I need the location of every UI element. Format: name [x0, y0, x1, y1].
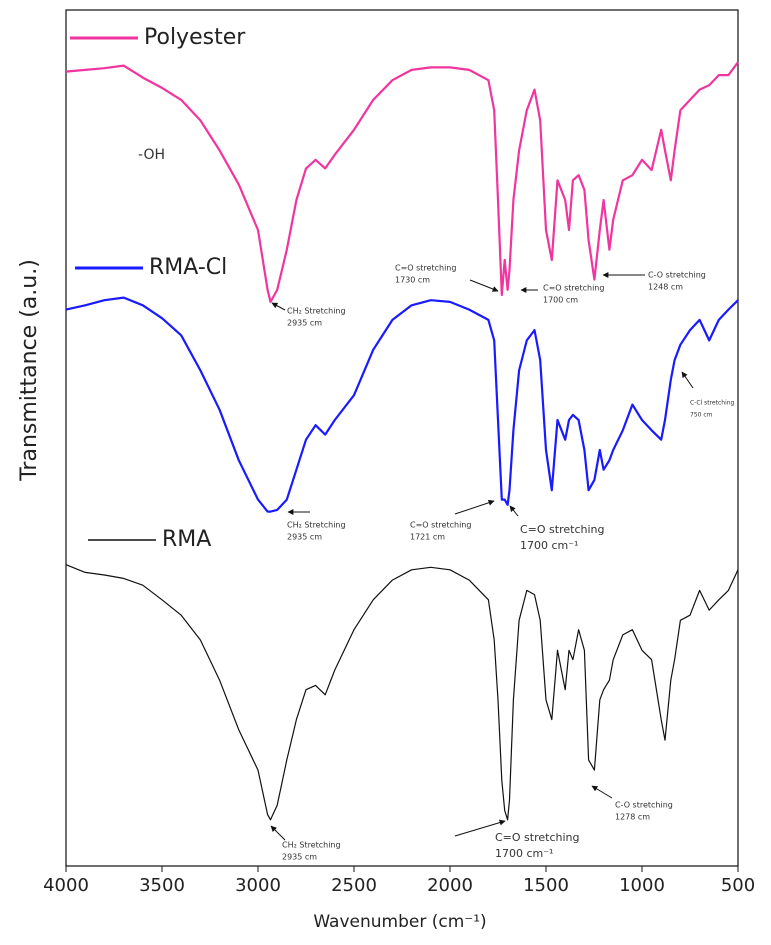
plot-frame [65, 9, 739, 867]
annotation: C=O stretching [395, 264, 456, 273]
annotation: CH₂ Stretching [282, 841, 341, 850]
annotation-arrow [271, 302, 286, 311]
legend-label: Polyester [144, 25, 246, 50]
spectrum-line [65, 564, 739, 821]
x-tick-label: 500 [721, 875, 755, 896]
annotation: 1700 cm⁻¹ [520, 539, 578, 552]
annotation: C=O stretching [543, 284, 604, 293]
x-tick-label: 1500 [523, 875, 569, 896]
spectrum-line [65, 61, 739, 303]
annotation: C-Cl stretching [690, 400, 735, 407]
annotation: C-O stretching [615, 801, 673, 810]
annotation: 750 cm [690, 412, 713, 419]
x-tick-label: 1000 [619, 875, 665, 896]
x-tick-label: 4000 [43, 875, 89, 896]
annotation-arrow [469, 279, 499, 292]
annotation: 1248 cm [648, 283, 683, 292]
annotation: CH₂ Stretching [287, 521, 346, 530]
annotation: 2935 cm [287, 319, 322, 328]
annotation-arrow [509, 505, 519, 517]
annotation: C-O stretching [648, 271, 706, 280]
annotation: C=O stretching [495, 831, 580, 844]
x-axis-label: Wavenumber (cm⁻¹) [313, 912, 486, 932]
annotation: -OH [138, 147, 165, 163]
x-tick-label: 2000 [427, 875, 473, 896]
annotation: 1721 cm [410, 533, 445, 542]
annotation: CH₂ Stretching [287, 307, 346, 316]
annotation: 2935 cm [282, 853, 317, 862]
annotation: 1700 cm [543, 296, 578, 305]
x-tick-label: 3500 [139, 875, 185, 896]
annotation: 1700 cm⁻¹ [495, 847, 553, 860]
legend-label: RMA-Cl [149, 255, 227, 280]
annotation: 2935 cm [287, 533, 322, 542]
annotation: 1278 cm [615, 813, 650, 822]
annotation: C=O stretching [410, 521, 471, 530]
legend-label: RMA [162, 527, 211, 552]
annotation: 1730 cm [395, 276, 430, 285]
x-tick-label: 2500 [331, 875, 377, 896]
annotation-arrow [454, 819, 506, 837]
y-axis-label: Transmittance (a.u.) [17, 259, 42, 482]
spectrum-line [65, 296, 739, 513]
annotation-arrow [270, 825, 286, 841]
annotation: C=O stretching [520, 523, 605, 536]
annotation-arrow [681, 371, 694, 389]
annotation-arrow [454, 499, 495, 515]
annotation-arrow [591, 785, 613, 799]
x-tick-label: 3000 [235, 875, 281, 896]
